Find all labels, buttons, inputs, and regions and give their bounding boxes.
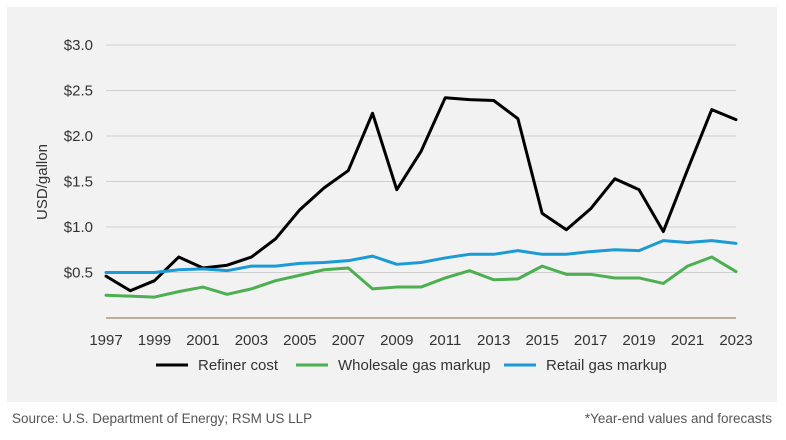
x-tick-label: 2023	[719, 332, 752, 349]
x-tick-label: 2021	[671, 332, 704, 349]
y-tick-label: $2.0	[64, 128, 93, 145]
legend-label: Wholesale gas markup	[338, 357, 491, 374]
series-line-retail-gas-markup	[104, 239, 738, 274]
y-tick-label: $0.5	[64, 265, 93, 282]
x-tick-label: 2005	[283, 332, 316, 349]
y-axis-label: USD/gallon	[34, 144, 51, 220]
source-note: Source: U.S. Department of Energy; RSM U…	[12, 411, 313, 426]
x-tick-label: 2009	[380, 332, 413, 349]
x-tick-label: 2015	[525, 332, 558, 349]
x-tick-label: 2019	[622, 332, 655, 349]
y-tick-label: $1.0	[64, 219, 93, 236]
series-lines	[104, 96, 738, 299]
y-tick-label: $2.5	[64, 83, 93, 100]
y-tick-label: $1.5	[64, 174, 93, 191]
x-tick-label: 2017	[574, 332, 607, 349]
line-chart: $0.5 $1.0 $1.5 $2.0 $2.5 $3.0 USD/gallon 1997…	[34, 37, 753, 374]
x-tick-label: 2011	[429, 332, 461, 349]
gridlines	[106, 44, 736, 273]
x-tick-label: 2001	[186, 332, 219, 349]
legend: Refiner cost Wholesale gas markup Retail g…	[156, 357, 667, 374]
legend-label: Retail gas markup	[546, 357, 667, 374]
x-axis-ticks: 1997 1999 2001 2003 2005 2007 2009 2011 2013 2015…	[89, 332, 752, 349]
series-line-wholesale-gas-markup	[104, 255, 738, 299]
x-tick-label: 1999	[138, 332, 171, 349]
forecast-note: *Year-end values and forecasts	[584, 411, 772, 426]
series-line-refiner-cost	[104, 96, 738, 293]
x-tick-label: 2003	[235, 332, 268, 349]
y-axis-ticks: $0.5 $1.0 $1.5 $2.0 $2.5 $3.0	[64, 37, 93, 282]
x-tick-label: 2013	[477, 332, 510, 349]
x-tick-label: 2007	[332, 332, 365, 349]
x-tick-label: 1997	[89, 332, 122, 349]
y-tick-label: $3.0	[64, 37, 93, 54]
legend-label: Refiner cost	[198, 357, 279, 374]
